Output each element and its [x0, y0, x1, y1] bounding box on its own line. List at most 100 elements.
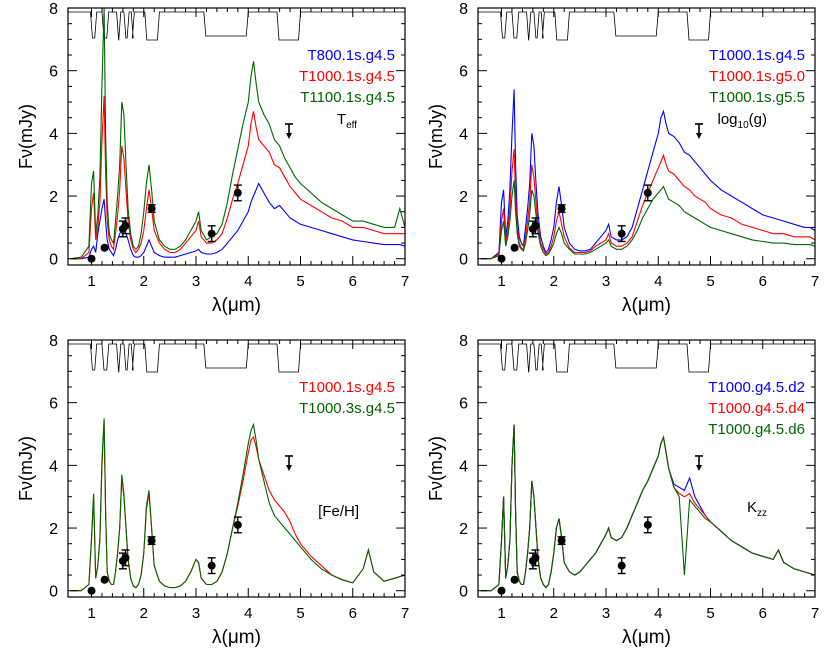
filter-transmission-curves [68, 11, 405, 41]
x-tick-label: 6 [349, 273, 357, 290]
x-tick-label: 3 [192, 273, 200, 290]
filter-transmission-curves [68, 343, 405, 373]
observation-point [510, 243, 519, 252]
observation-point [531, 221, 540, 230]
x-tick-label: 7 [401, 605, 409, 622]
upper-limit-arrow [696, 132, 703, 139]
filter-transmission-curves [478, 11, 815, 41]
panel-annotation: log10(g) [718, 111, 768, 131]
x-tick-label: 3 [192, 605, 200, 622]
y-axis-label: Fν(mJy) [426, 436, 446, 501]
observation-point [643, 520, 652, 529]
x-tick-label: 7 [811, 273, 819, 290]
x-axis-label: λ(μm) [212, 627, 261, 648]
y-tick-label: 0 [459, 252, 468, 269]
y-tick-label: 0 [49, 584, 58, 601]
panel-annotation: [Fe/H] [318, 503, 359, 520]
observation-point [557, 536, 566, 545]
y-tick-label: 6 [459, 64, 468, 81]
x-tick-label: 4 [654, 273, 662, 290]
observation-point [617, 561, 626, 570]
legend-entry-2: T1000.g4.5.d4 [708, 400, 805, 417]
series-line-3 [480, 180, 815, 260]
x-axis-label: λ(μm) [212, 295, 261, 316]
legend-entry-1: T800.1s.g4.5 [307, 47, 395, 64]
y-tick-label: 0 [49, 252, 58, 269]
plot-frame [67, 339, 406, 598]
x-tick-label: 1 [87, 273, 95, 290]
x-tick-label: 5 [706, 273, 714, 290]
observation-point [531, 553, 540, 562]
plot-frame [477, 7, 816, 266]
y-tick-label: 6 [49, 64, 58, 81]
x-tick-label: 4 [244, 605, 252, 622]
series-line-1 [70, 182, 405, 260]
x-tick-label: 5 [296, 273, 304, 290]
observation-point [100, 575, 109, 584]
x-tick-label: 3 [602, 605, 610, 622]
y-tick-label: 4 [459, 126, 468, 143]
upper-limit-arrow [696, 464, 703, 471]
observation-point [147, 204, 156, 213]
y-axis-label: Fν(mJy) [426, 104, 446, 169]
legend-entry-2: T1000.3s.g4.5 [299, 400, 395, 417]
upper-limit-arrow [286, 464, 293, 471]
y-tick-label: 8 [49, 1, 58, 18]
legend-entry-1: T1000.1s.g4.5 [709, 47, 805, 64]
panel-annotation: Kzz [747, 499, 767, 519]
chart-panel-top-right: 1 2 3 4 5 6 7 0 2 4 6 8 λ(μm) Fν(mJy) T1000.1s.g4.5 T10… [426, 1, 819, 316]
legend-entry-3: T1000.g4.5.d6 [708, 421, 805, 438]
series-line-2 [70, 95, 405, 260]
y-tick-label: 8 [49, 333, 58, 350]
observation-point [147, 536, 156, 545]
observation-point [233, 188, 242, 197]
y-axis-label: Fν(mJy) [16, 104, 36, 169]
legend-entry-2: T1000.1s.g4.5 [299, 68, 395, 85]
legend-entry-1: T1000.1s.g4.5 [299, 379, 395, 396]
x-tick-label: 7 [401, 273, 409, 290]
filter-transmission-curves [478, 343, 815, 373]
x-tick-label: 3 [602, 273, 610, 290]
x-tick-label: 2 [140, 273, 148, 290]
observation-point [643, 188, 652, 197]
chart-panel-bottom-right: 1 2 3 4 5 6 7 0 2 4 6 8 λ(μm) Fν(mJy) T1000.g4.5.d2 T10… [426, 333, 819, 648]
x-tick-label: 5 [296, 605, 304, 622]
y-tick-label: 2 [49, 521, 58, 538]
x-tick-label: 1 [87, 605, 95, 622]
plot-frame [477, 339, 816, 598]
series-line-2 [70, 418, 405, 592]
y-tick-label: 8 [459, 1, 468, 18]
x-tick-label: 5 [706, 605, 714, 622]
x-tick-label: 7 [811, 605, 819, 622]
observation-point [121, 221, 130, 230]
y-tick-label: 6 [49, 396, 58, 413]
plot-frame [67, 7, 406, 266]
x-tick-label: 6 [759, 273, 767, 290]
y-axis-label: Fν(mJy) [16, 436, 36, 501]
x-tick-label: 2 [550, 605, 558, 622]
legend-entry-2: T1000.1s.g5.0 [709, 68, 805, 85]
y-tick-label: 4 [459, 458, 468, 475]
x-tick-label: 6 [759, 605, 767, 622]
series-line-1 [480, 89, 815, 260]
observation-point [207, 229, 216, 238]
x-tick-label: 4 [244, 273, 252, 290]
observation-point [557, 204, 566, 213]
series-line-3 [480, 424, 815, 592]
legend-entry-3: T1000.1s.g5.5 [709, 89, 805, 106]
y-tick-label: 6 [459, 396, 468, 413]
upper-limit-arrow [286, 132, 293, 139]
y-tick-label: 2 [459, 189, 468, 206]
x-tick-label: 1 [497, 605, 505, 622]
series-line-2 [480, 148, 815, 260]
x-tick-label: 2 [550, 273, 558, 290]
observation-point [100, 243, 109, 252]
x-tick-label: 2 [140, 605, 148, 622]
observation-point [617, 229, 626, 238]
y-tick-label: 8 [459, 333, 468, 350]
y-tick-label: 4 [49, 126, 58, 143]
x-tick-label: 6 [349, 605, 357, 622]
series-line-3 [70, 8, 405, 260]
legend-entry-1: T1000.g4.5.d2 [708, 379, 805, 396]
